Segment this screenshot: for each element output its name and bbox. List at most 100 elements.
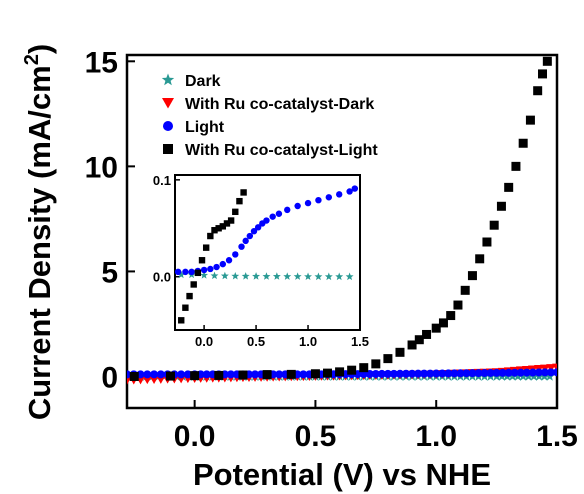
inset-data-point bbox=[242, 237, 249, 245]
inset-data-point bbox=[315, 196, 322, 204]
data-point bbox=[183, 370, 192, 379]
inset-y-tick-label: 0.1 bbox=[153, 173, 171, 188]
inset-data-point bbox=[246, 232, 254, 240]
data-point bbox=[359, 363, 369, 373]
data-point bbox=[518, 371, 529, 381]
data-point bbox=[149, 375, 159, 384]
data-point bbox=[142, 375, 153, 385]
inset-series-with-ru-co-catalyst-light bbox=[178, 189, 247, 324]
data-point bbox=[486, 368, 495, 377]
data-point bbox=[190, 371, 200, 381]
data-point bbox=[226, 370, 235, 379]
inset-data-point bbox=[207, 232, 214, 240]
data-point bbox=[214, 370, 224, 380]
legend-item: With Ru co-catalyst-Dark bbox=[162, 96, 374, 113]
legend-marker bbox=[163, 121, 173, 131]
legend-label: Light bbox=[185, 119, 225, 136]
data-point bbox=[414, 335, 424, 345]
plot-frame bbox=[125, 53, 559, 410]
inset-data-point bbox=[231, 271, 240, 280]
data-point bbox=[143, 370, 152, 379]
data-point bbox=[453, 300, 463, 310]
y-tick-label: 5 bbox=[101, 256, 118, 289]
data-point bbox=[504, 368, 513, 377]
data-point bbox=[414, 369, 423, 378]
data-point bbox=[275, 370, 284, 379]
data-point bbox=[408, 369, 417, 378]
y-axis-title: Current Density (mA/cm2) bbox=[21, 44, 57, 420]
inset-data-point bbox=[254, 224, 262, 231]
data-point bbox=[335, 367, 345, 377]
x-tick-label: 1.5 bbox=[536, 420, 578, 453]
data-point bbox=[422, 329, 432, 339]
inset-series-dark bbox=[177, 270, 354, 281]
data-point bbox=[299, 370, 308, 379]
y-tick-label: 10 bbox=[85, 151, 118, 184]
inset-data-point bbox=[227, 217, 235, 224]
inset-data-point bbox=[194, 269, 202, 277]
inset-data-point bbox=[207, 265, 214, 273]
data-point bbox=[177, 370, 186, 379]
data-point bbox=[438, 369, 447, 378]
data-point bbox=[444, 369, 453, 378]
inset-data-point bbox=[304, 199, 312, 207]
inset-data-point bbox=[272, 272, 281, 280]
inset-data-point bbox=[263, 217, 270, 224]
y-axis-title-end: ) bbox=[22, 44, 57, 54]
inset-data-point bbox=[190, 281, 197, 288]
inset-data-point bbox=[294, 202, 301, 210]
inset-data-point bbox=[335, 272, 344, 281]
data-point bbox=[371, 359, 381, 369]
data-point bbox=[238, 370, 248, 380]
inset-data-point bbox=[219, 260, 227, 268]
inset-x-tick-label: 0.0 bbox=[195, 334, 213, 349]
main-series bbox=[127, 56, 557, 385]
data-point bbox=[420, 369, 429, 378]
inset-data-point bbox=[211, 227, 218, 234]
data-point bbox=[251, 370, 260, 379]
inset-data-point bbox=[186, 292, 193, 300]
legend-item: Dark bbox=[161, 73, 221, 90]
legend-marker bbox=[161, 73, 175, 86]
data-point bbox=[475, 254, 485, 264]
inset-data-point bbox=[202, 244, 210, 251]
data-point bbox=[498, 368, 507, 377]
legend-marker bbox=[162, 98, 174, 109]
inset-x-tick-label: 1.5 bbox=[351, 334, 369, 349]
inset-data-point bbox=[220, 271, 229, 280]
data-point bbox=[165, 371, 175, 381]
data-point bbox=[552, 363, 557, 373]
data-point bbox=[426, 369, 435, 378]
inset-y-tick-label: 0.0 bbox=[153, 270, 171, 285]
inset-data-point bbox=[225, 257, 233, 264]
data-point bbox=[546, 364, 556, 373]
data-point bbox=[467, 271, 477, 281]
inset-data-point bbox=[241, 272, 250, 280]
y-axis-title-main: Current Density (mA/cm bbox=[22, 65, 57, 420]
data-point bbox=[156, 370, 165, 379]
data-point bbox=[310, 369, 320, 379]
inset-data-point bbox=[177, 270, 186, 279]
data-point bbox=[528, 368, 537, 377]
svg-text:Current Density (mA/cm2): Current Density (mA/cm2) bbox=[21, 44, 57, 420]
data-point bbox=[450, 369, 459, 378]
data-point bbox=[518, 138, 528, 148]
data-point bbox=[202, 370, 211, 379]
inset-data-point bbox=[345, 272, 354, 281]
inset-data-point bbox=[262, 272, 271, 280]
legend: Dark With Ru co-catalyst-Dark Light With Ru… bbox=[161, 73, 378, 159]
inset-ticks: 0.0 0.5 1.0 1.5 0.0 0.1 bbox=[153, 173, 369, 349]
data-point bbox=[150, 370, 159, 379]
inset-data-point bbox=[236, 197, 243, 205]
inset-data-point bbox=[284, 206, 291, 214]
legend-item: Light bbox=[163, 119, 225, 136]
inset-data-point bbox=[252, 272, 261, 280]
data-point bbox=[462, 369, 471, 378]
legend-label: With Ru co-catalyst-Light bbox=[185, 142, 378, 159]
inset-data-point bbox=[215, 225, 222, 232]
inset-data-point bbox=[269, 213, 276, 220]
inset-data-point bbox=[213, 263, 220, 271]
data-point bbox=[347, 365, 357, 375]
inset-data-point bbox=[351, 185, 359, 192]
